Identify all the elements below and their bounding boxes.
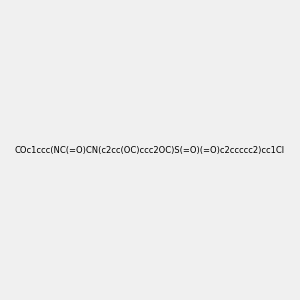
Text: COc1ccc(NC(=O)CN(c2cc(OC)ccc2OC)S(=O)(=O)c2ccccc2)cc1Cl: COc1ccc(NC(=O)CN(c2cc(OC)ccc2OC)S(=O)(=O…	[15, 146, 285, 154]
